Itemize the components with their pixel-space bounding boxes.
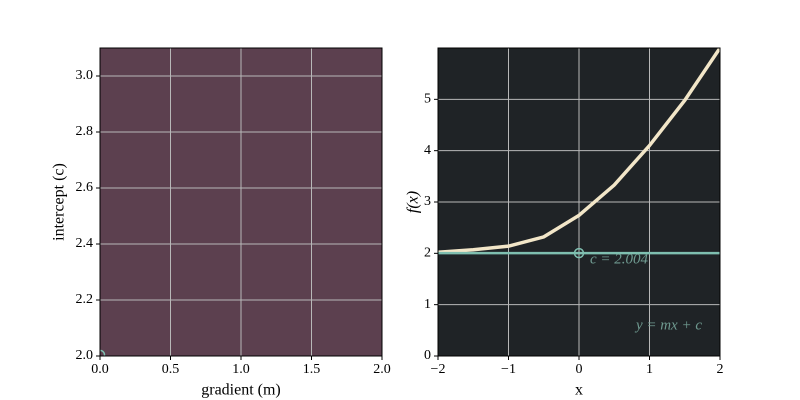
y-tick-label: 5 bbox=[424, 92, 431, 107]
x-tick-label: 1 bbox=[646, 362, 653, 377]
y-tick-label: 2.8 bbox=[76, 124, 94, 139]
x-tick-label: 0.5 bbox=[162, 362, 180, 377]
x-axis-label: x bbox=[575, 382, 583, 399]
y-axis-label: intercept (c) bbox=[51, 163, 68, 241]
x-tick-label: 0 bbox=[576, 362, 583, 377]
y-tick-label: 3 bbox=[424, 194, 431, 209]
x-tick-label: 1.5 bbox=[303, 362, 321, 377]
point-marker bbox=[573, 247, 585, 259]
plot-area bbox=[438, 48, 720, 259]
y-tick-label: 2.2 bbox=[76, 292, 94, 307]
y-tick-label: 2.0 bbox=[76, 348, 94, 363]
y-tick-label: 4 bbox=[424, 143, 431, 158]
x-tick-label: −2 bbox=[431, 362, 446, 377]
point-marker bbox=[100, 349, 106, 356]
x-tick-label: 0.0 bbox=[91, 362, 109, 377]
x-tick-label: −1 bbox=[501, 362, 516, 377]
annotation: y = mx + c bbox=[634, 317, 702, 333]
series-line bbox=[438, 48, 720, 255]
y-tick-label: 2.6 bbox=[76, 180, 94, 195]
y-tick-label: 2.4 bbox=[76, 236, 94, 251]
y-tick-label: 3.0 bbox=[76, 68, 94, 83]
x-axis-label: gradient (m) bbox=[201, 382, 281, 399]
plot-frame bbox=[99, 47, 383, 357]
y-tick-label: 1 bbox=[424, 297, 431, 312]
x-tick-label: 2 bbox=[717, 362, 724, 377]
x-tick-label: 1.0 bbox=[232, 362, 250, 377]
plot-area bbox=[100, 349, 106, 356]
y-axis-label: f(x) bbox=[405, 191, 422, 213]
y-tick-label: 2 bbox=[424, 246, 431, 261]
x-tick-label: 2.0 bbox=[373, 362, 391, 377]
plot-frame bbox=[437, 47, 721, 357]
annotation: c = 2.004 bbox=[590, 251, 649, 267]
y-tick-label: 0 bbox=[424, 348, 431, 363]
